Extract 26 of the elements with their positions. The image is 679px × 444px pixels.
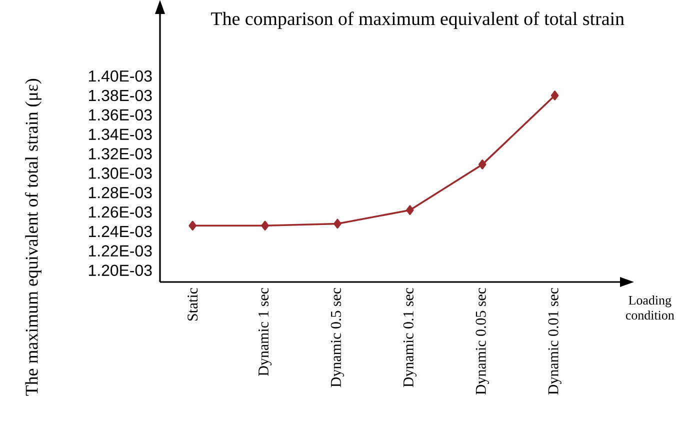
x-tick-label: Dynamic 0.05 sec — [476, 288, 489, 395]
point — [478, 160, 486, 170]
y-tick-label: 1.32E-03 — [89, 148, 152, 160]
point — [188, 220, 196, 231]
y-tick-label: 1.36E-03 — [89, 109, 152, 121]
y-axis-title: The maximum equivalent of total strain (με) — [25, 78, 42, 396]
chart-title: The comparison of maximum equivalent of total strain — [211, 12, 624, 29]
x-axis-title: Loading condition — [626, 296, 674, 320]
point — [550, 90, 559, 100]
y-tick-label: 1.26E-03 — [89, 206, 152, 218]
y-tick-label: 1.30E-03 — [89, 168, 152, 179]
x-tick-label: Dynamic 0.1 sec — [403, 288, 416, 388]
y-tick-label: 1.22E-03 — [89, 245, 152, 257]
x-tick-label: Dynamic 0.5 sec — [330, 288, 344, 388]
point — [261, 220, 269, 231]
y-tick-label: 1.20E-03 — [89, 264, 152, 276]
point — [334, 218, 342, 229]
x-tick-label: Dynamic 1 sec — [258, 288, 272, 376]
y-tick-label: 1.38E-03 — [89, 90, 152, 102]
point — [406, 205, 414, 215]
y-tick-label: 1.24E-03 — [89, 226, 152, 238]
y-tick-label: 1.40E-03 — [89, 70, 152, 82]
x-tick-label: Static — [188, 288, 198, 321]
x-tick-label: Dynamic 0.01 sec — [548, 288, 562, 395]
y-tick-label: 1.34E-03 — [89, 128, 152, 140]
y-tick-label: 1.28E-03 — [89, 186, 152, 198]
